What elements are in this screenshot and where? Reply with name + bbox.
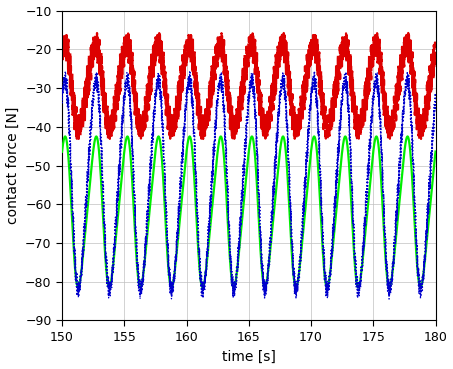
Y-axis label: contact force [N]: contact force [N] — [5, 107, 19, 224]
X-axis label: time [s]: time [s] — [222, 349, 276, 363]
